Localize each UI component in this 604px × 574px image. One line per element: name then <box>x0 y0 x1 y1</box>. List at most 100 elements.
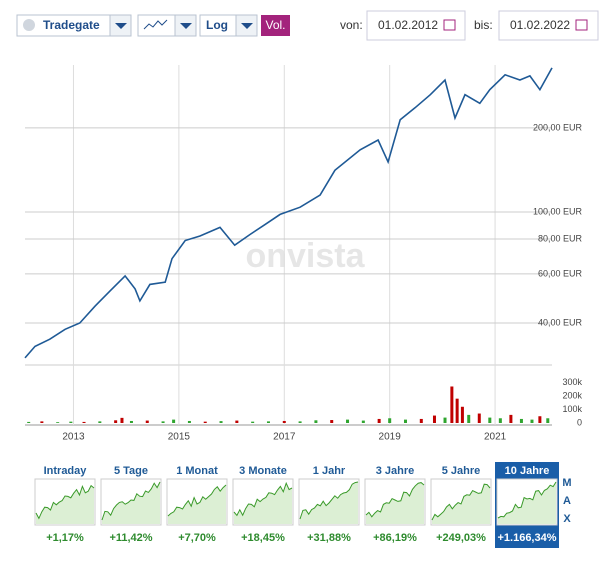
chart-type-select[interactable] <box>137 14 197 37</box>
period-change: +7,70% <box>178 532 216 544</box>
period-change: +1,17% <box>46 532 84 544</box>
thumbnail-area <box>102 482 160 524</box>
thumbnail-line <box>497 481 557 519</box>
watermark: onvista <box>245 237 365 275</box>
period-label: 1 Monat <box>176 465 218 477</box>
x-tick-label: 2013 <box>62 432 85 443</box>
thumbnail-line <box>101 481 161 521</box>
volume-bar <box>298 421 302 423</box>
thumbnail-line <box>365 482 425 518</box>
to-label: bis: <box>474 18 493 32</box>
volume-bar <box>172 419 176 423</box>
thumbnail-line <box>35 484 95 520</box>
volume-bar <box>129 420 133 423</box>
volume-bar <box>266 421 270 423</box>
volume-bar <box>477 413 481 423</box>
volume-bar <box>346 419 350 423</box>
period-change: +1.166,34% <box>497 532 556 544</box>
x-tick-label: 2015 <box>168 432 191 443</box>
volume-bar <box>498 418 502 423</box>
volume-bar <box>161 421 165 423</box>
thumbnail-line <box>431 483 491 521</box>
period-change: +11,42% <box>109 532 152 544</box>
period-change: +18,45% <box>241 532 285 544</box>
volume-bar <box>460 406 464 423</box>
y-tick-label: 0 <box>577 417 582 427</box>
volume-bar <box>114 420 118 423</box>
volume-bar <box>120 417 124 423</box>
volume-bar <box>519 418 523 423</box>
period-label: Intraday <box>44 465 88 477</box>
y-tick-label: 300k <box>562 377 582 387</box>
volume-bar <box>488 417 492 423</box>
volume-bar <box>98 421 102 423</box>
exchange-select[interactable]: Tradegate <box>16 14 132 37</box>
volume-bar <box>450 386 454 423</box>
volume-bar <box>467 414 471 423</box>
from-date[interactable]: 01.02.2012 <box>366 10 466 41</box>
period-label: 5 Jahre <box>442 465 481 477</box>
thumbnail-line <box>299 481 359 520</box>
to-date[interactable]: 01.02.2022 <box>498 10 599 41</box>
volume-bar <box>82 421 86 423</box>
period-change: +86,19% <box>373 532 417 544</box>
volume-bar <box>251 421 255 423</box>
y-tick-label: 60,00 EUR <box>538 268 583 278</box>
from-value: 01.02.2012 <box>378 18 438 32</box>
exchange: Tradegate <box>43 18 100 32</box>
period-label: 10 Jahre <box>505 465 550 477</box>
volume-bar <box>282 420 286 423</box>
volume-bar <box>419 418 423 423</box>
thumbnail-area <box>366 482 424 524</box>
period-label: 3 Monate <box>239 465 287 477</box>
y-tick-label: 80,00 EUR <box>538 233 583 243</box>
period-label: 1 Jahr <box>313 465 346 477</box>
period-change: +249,03% <box>436 532 486 544</box>
volume-label: Vol. <box>265 18 285 32</box>
volume-bar <box>219 421 223 423</box>
volume-bar <box>403 419 407 423</box>
period-label: 3 Jahre <box>376 465 415 477</box>
period-label: 5 Tage <box>114 465 148 477</box>
thumbnail-area <box>234 483 292 524</box>
volume-bar <box>530 419 534 423</box>
volume-bar <box>27 421 31 423</box>
volume-bar <box>509 414 513 423</box>
volume-bar <box>69 421 73 423</box>
y-tick-label: 200,00 EUR <box>533 122 583 132</box>
volume-bar <box>443 417 447 423</box>
volume-bar <box>330 420 334 423</box>
y-tick-label: 100k <box>562 404 582 414</box>
period-change: +31,88% <box>307 532 351 544</box>
volume-bar <box>546 418 550 423</box>
volume-bar <box>388 418 392 423</box>
thumbnail-line <box>167 484 227 517</box>
volume-bar <box>377 418 381 423</box>
volume-bar <box>538 416 542 423</box>
thumbnail-line <box>233 481 293 517</box>
scale: Log <box>206 18 228 32</box>
to-value: 01.02.2022 <box>510 18 570 32</box>
volume-bar <box>314 420 318 423</box>
y-tick-label: 100,00 EUR <box>533 206 583 216</box>
x-tick-label: 2021 <box>484 432 507 443</box>
price-line <box>24 67 553 359</box>
volume-bar <box>203 421 207 423</box>
y-tick-label: 200k <box>562 390 582 400</box>
x-tick-label: 2017 <box>273 432 296 443</box>
scale-select[interactable]: Log <box>199 14 258 37</box>
volume-bar <box>235 420 239 423</box>
volume-bar <box>361 420 365 423</box>
thumbnail-area <box>498 482 556 524</box>
volume-toggle[interactable]: Vol. <box>261 15 290 36</box>
from-label: von: <box>340 18 363 32</box>
volume-bar <box>455 398 459 423</box>
x-tick-label: 2019 <box>379 432 402 443</box>
y-tick-label: 40,00 EUR <box>538 317 583 327</box>
volume-bar <box>145 420 149 423</box>
volume-bar <box>187 420 191 423</box>
volume-bar <box>40 421 44 423</box>
